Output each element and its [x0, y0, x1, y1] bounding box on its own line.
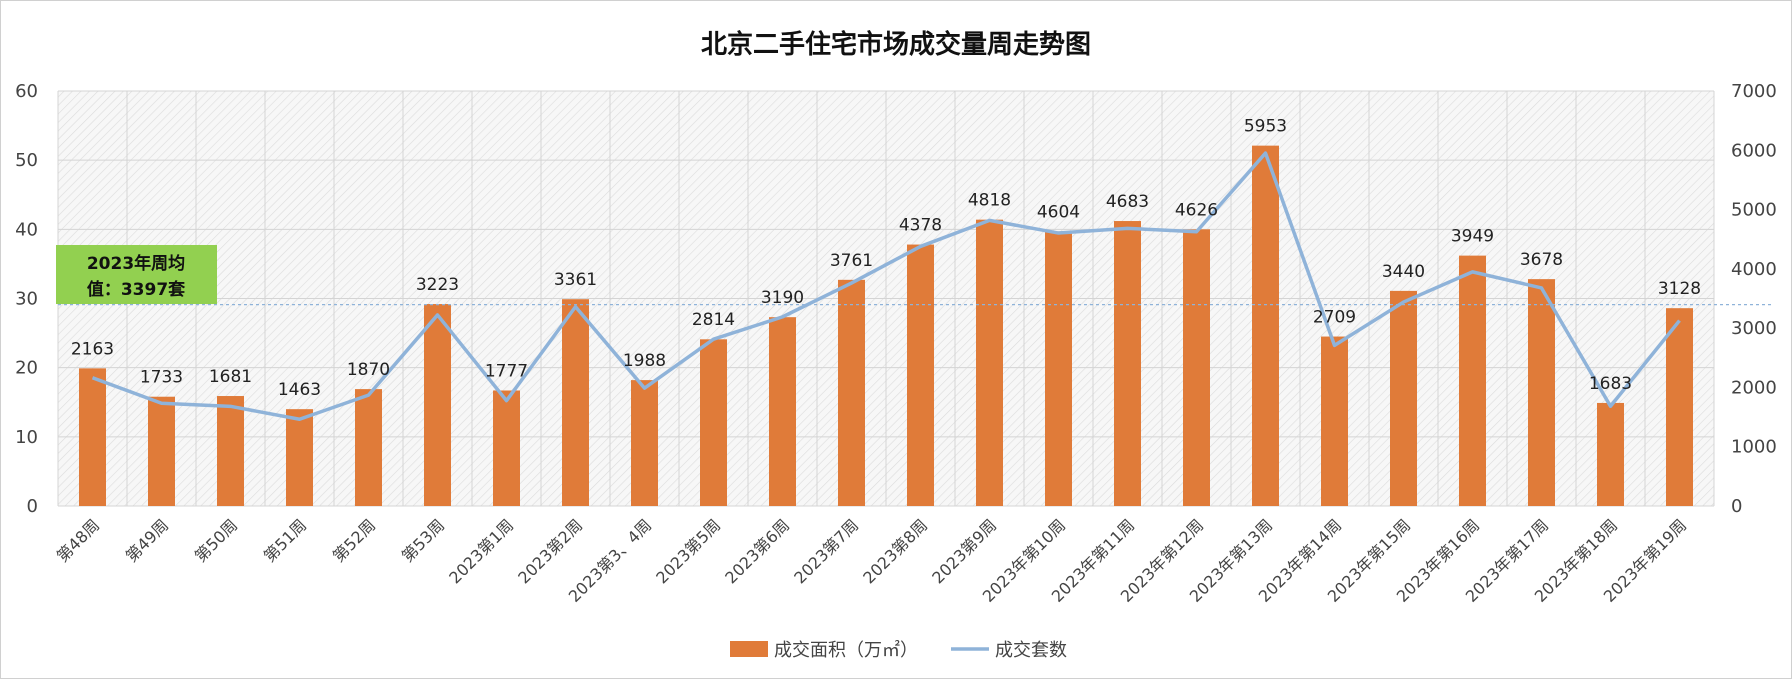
- series-line: [91, 151, 1681, 422]
- y-left-tick-label: 0: [27, 496, 38, 517]
- bar: [286, 409, 313, 506]
- x-tick-label: 第48周: [53, 515, 103, 565]
- y-left-tick-label: 40: [15, 219, 38, 240]
- data-label: 4378: [899, 216, 942, 236]
- chart-title: 北京二手住宅市场成交量周走势图: [701, 29, 1091, 60]
- bar: [148, 396, 175, 506]
- bar: [1528, 279, 1555, 506]
- y-right-tick-label: 4000: [1731, 259, 1777, 280]
- bar: [631, 380, 658, 506]
- x-tick-label: 第50周: [191, 515, 241, 565]
- y-left-tick-label: 60: [15, 81, 38, 102]
- bar: [1666, 308, 1693, 506]
- bar: [700, 339, 727, 506]
- data-label: 2163: [71, 339, 114, 359]
- legend-swatch-bar: [730, 641, 768, 657]
- data-label: 3761: [830, 251, 873, 271]
- x-tick-label: 第53周: [398, 515, 448, 565]
- x-tick-label: 2023第5周: [652, 515, 724, 587]
- x-tick-label: 第52周: [329, 515, 379, 565]
- x-tick-label: 2023第8周: [859, 515, 931, 587]
- data-label: 4626: [1175, 200, 1218, 220]
- bar: [838, 279, 865, 506]
- data-label: 4818: [968, 191, 1011, 211]
- plot-area: 0 10 20 30 40 50 60 0 1000 2000 3000 4000 5000 6000 70…: [15, 81, 1777, 661]
- data-label: 3678: [1520, 250, 1563, 270]
- data-label: 2709: [1313, 308, 1356, 328]
- data-label: 1777: [485, 361, 528, 381]
- data-label: 3361: [554, 270, 597, 290]
- bar: [355, 389, 382, 506]
- data-label: 4604: [1037, 202, 1080, 222]
- data-label: 1683: [1589, 374, 1632, 394]
- average-annotation-box: [56, 245, 217, 304]
- data-label: 3190: [761, 288, 804, 308]
- bar: [976, 219, 1003, 506]
- bar: [79, 368, 106, 506]
- legend-label-bar: 成交面积（万㎡）: [774, 639, 918, 661]
- average-annotation-line1: 2023年周均: [87, 253, 185, 274]
- y-right-tick-label: 0: [1731, 496, 1742, 517]
- data-label: 3440: [1382, 262, 1425, 282]
- data-label: 3223: [416, 275, 459, 295]
- data-label: 1988: [623, 351, 666, 371]
- average-annotation-line2: 值：3397套: [87, 279, 186, 300]
- legend-label-line: 成交套数: [995, 640, 1067, 661]
- x-tick-label: 2023第6周: [721, 515, 793, 587]
- y-left-tick-label: 30: [15, 289, 38, 310]
- data-label: 1870: [347, 360, 390, 380]
- bar: [907, 244, 934, 507]
- x-tick-label: 2023第9周: [928, 515, 1000, 587]
- bar: [562, 299, 589, 506]
- y-right-tick-label: 2000: [1731, 377, 1777, 398]
- data-label: 3949: [1451, 227, 1494, 247]
- y-left-tick-label: 50: [15, 150, 38, 171]
- data-label: 4683: [1106, 192, 1149, 212]
- bar: [1390, 290, 1417, 506]
- x-tick-label: 2023第1周: [445, 515, 517, 587]
- data-label: 3128: [1658, 279, 1701, 299]
- bar: [1459, 255, 1486, 506]
- y-right-tick-label: 6000: [1731, 140, 1777, 161]
- bar: [1114, 221, 1141, 507]
- bar: [1597, 402, 1624, 506]
- data-label: 2814: [692, 310, 735, 330]
- x-tick-label: 2023第2周: [514, 515, 586, 587]
- y-left-tick-label: 20: [15, 358, 38, 379]
- bar: [1321, 336, 1348, 506]
- bar: [1252, 145, 1279, 506]
- y-right-tick-label: 3000: [1731, 318, 1777, 339]
- y-right-tick-label: 5000: [1731, 200, 1777, 221]
- y-right-tick-label: 7000: [1731, 81, 1777, 102]
- x-tick-label: 2023第7周: [790, 515, 862, 587]
- bar: [493, 390, 520, 506]
- y-left-tick-label: 10: [15, 427, 38, 448]
- data-label: 5953: [1244, 117, 1287, 137]
- x-tick-label: 第51周: [260, 515, 310, 565]
- bar: [1183, 229, 1210, 507]
- bar: [424, 304, 451, 506]
- bar: [769, 317, 796, 506]
- y-right-tick-label: 1000: [1731, 437, 1777, 458]
- bar: [217, 396, 244, 506]
- bar: [1045, 231, 1072, 507]
- data-label: 1733: [140, 368, 183, 388]
- data-label: 1681: [209, 367, 252, 387]
- x-tick-label: 第49周: [122, 515, 172, 565]
- data-label: 1463: [278, 380, 321, 400]
